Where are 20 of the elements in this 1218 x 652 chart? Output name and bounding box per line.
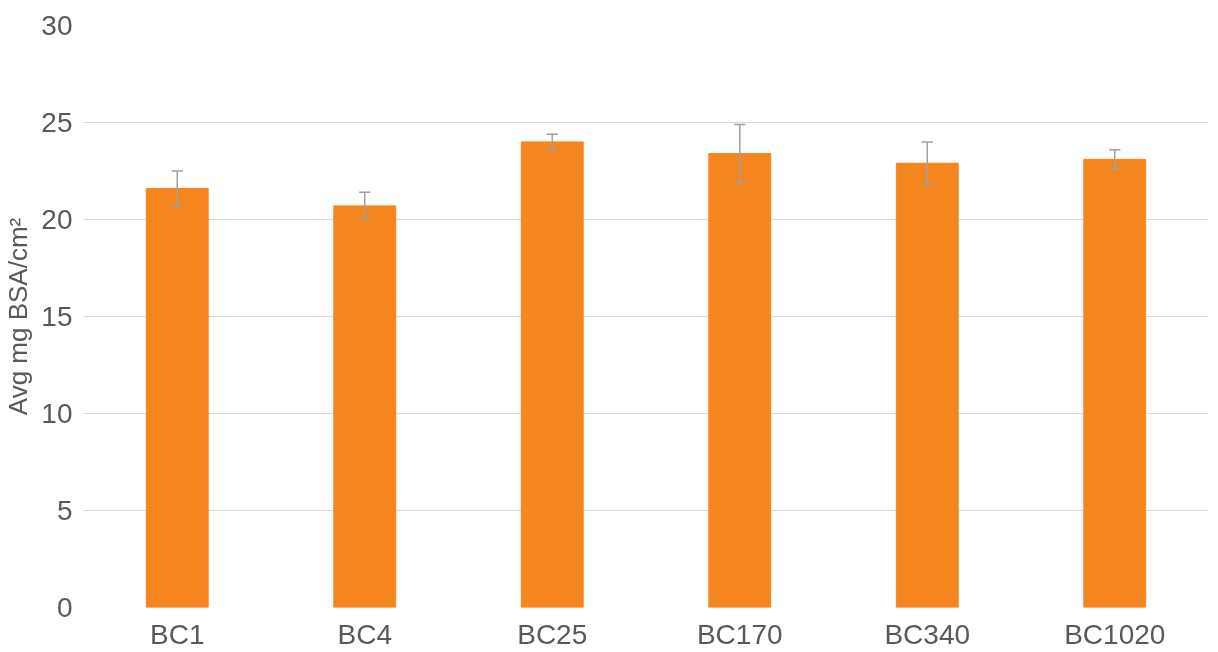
bar (1083, 158, 1147, 608)
y-tick-label: 0 (56, 592, 73, 623)
bar (708, 153, 772, 608)
y-tick-label: 20 (41, 204, 73, 235)
y-tick-label: 5 (56, 495, 73, 526)
x-tick-label: BC25 (517, 618, 588, 650)
x-tick-label: BC1020 (1064, 618, 1166, 650)
x-tick-label: BC170 (696, 618, 783, 650)
bar (333, 205, 397, 608)
y-tick-label: 25 (41, 107, 73, 138)
bar (520, 141, 584, 608)
x-tick-label: BC340 (884, 618, 971, 650)
y-axis-title: Avg mg BSA/cm² (3, 217, 34, 416)
bar (895, 162, 959, 608)
y-tick-label: 15 (41, 301, 73, 332)
bar (145, 187, 209, 608)
x-tick-label: BC1 (150, 618, 205, 650)
y-tick-label: 10 (41, 398, 73, 429)
y-tick-label: 30 (41, 10, 73, 41)
x-tick-label: BC4 (337, 618, 392, 650)
